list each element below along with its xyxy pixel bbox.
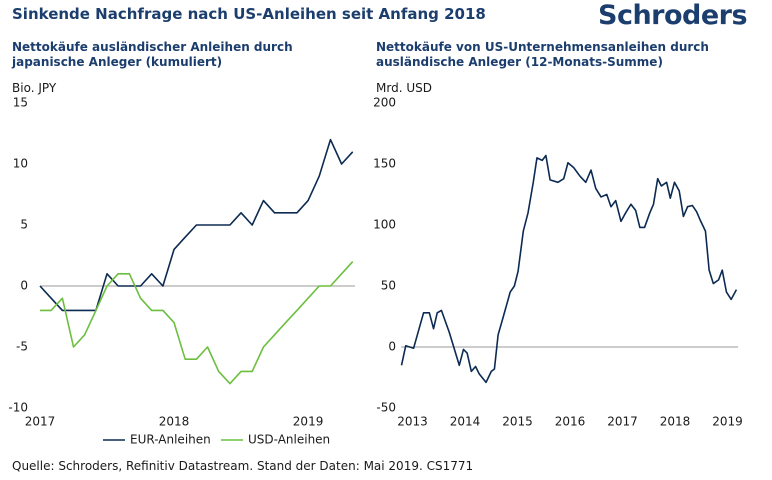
y-tick-label: -10 [8,401,28,415]
x-tick-label: 2013 [397,415,428,429]
x-tick-label: 2018 [660,415,691,429]
chart-title: Nettokäufe ausländischer Anleihen durch … [12,40,293,69]
x-tick-label: 2018 [159,415,190,429]
y-tick-label: 150 [373,157,396,171]
y-tick-label: 100 [373,218,396,232]
y-axis-label: Mrd. USD [376,81,432,95]
x-tick-label: 2015 [502,415,533,429]
x-tick-label: 2014 [450,415,481,429]
legend-label: EUR-Anleihen [130,433,211,447]
logo: Schroders [598,0,748,31]
y-tick-label: 5 [20,218,28,232]
legend-label: USD-Anleihen [248,433,330,447]
y-tick-label: 0 [388,340,396,354]
y-tick-label: -5 [16,340,28,354]
footer: Quelle: Schroders, Refinitiv Datastream.… [12,459,474,473]
y-axis-label: Bio. JPY [12,81,57,95]
y-tick-label: 0 [20,279,28,293]
x-tick-label: 2017 [607,415,638,429]
page-title: Sinkende Nachfrage nach US-Anleihen seit… [12,5,486,23]
y-tick-label: 50 [381,279,396,293]
line-series [39,138,354,312]
y-tick-label: 200 [373,96,396,110]
line-series [40,261,354,385]
y-tick-label: -50 [376,401,396,415]
line-series [400,154,738,384]
x-tick-label: 2016 [555,415,586,429]
y-tick-label: 10 [13,157,28,171]
x-tick-label: 2019 [712,415,743,429]
x-tick-label: 2019 [293,415,324,429]
x-tick-label: 2017 [25,415,56,429]
chart-title: Nettokäufe von US-Unternehmensanleihen d… [376,40,709,69]
y-tick-label: 15 [13,96,28,110]
